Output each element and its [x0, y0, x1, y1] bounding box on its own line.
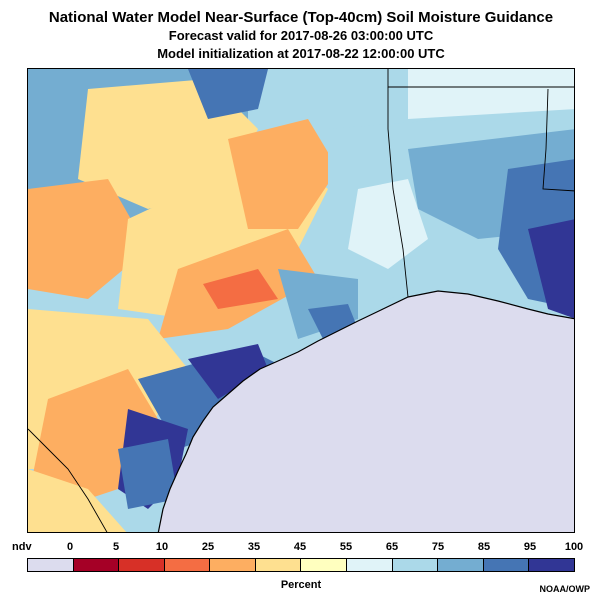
- legend-swatch: [392, 559, 439, 571]
- soil-moisture-map: [27, 68, 575, 533]
- legend-swatch: [483, 559, 530, 571]
- legend-swatch: [210, 559, 256, 571]
- legend-swatch: [529, 559, 574, 571]
- legend-tick-labels: 0 5 10 25 35 45 55 65 75 85 95 100: [0, 541, 602, 555]
- legend-color-bar: [27, 558, 575, 572]
- legend-swatch: [255, 559, 302, 571]
- legend-tick: 65: [385, 541, 399, 553]
- legend-ndv-label: ndv: [12, 541, 32, 553]
- legend-tick: 35: [247, 541, 261, 553]
- model-init-time: Model initialization at 2017-08-22 12:00…: [157, 46, 445, 61]
- legend-swatch: [119, 559, 165, 571]
- legend-swatch: [438, 559, 484, 571]
- forecast-valid-time: Forecast valid for 2017-08-26 03:00:00 U…: [168, 28, 434, 43]
- legend-tick: 25: [201, 541, 215, 553]
- legend-tick: 75: [431, 541, 445, 553]
- legend-tick: 10: [155, 541, 169, 553]
- border-us-mexico: [28, 428, 108, 532]
- legend-tick: 45: [293, 541, 307, 553]
- credit-label: NOAA/OWP: [539, 584, 591, 594]
- legend-tick: 0: [66, 541, 74, 553]
- map-title-block: National Water Model Near-Surface (Top-4…: [0, 8, 602, 63]
- legend-swatch: [347, 559, 393, 571]
- legend-units: Percent: [280, 579, 322, 591]
- state-border-la-ms: [542, 88, 574, 192]
- legend-tick: 5: [112, 541, 120, 553]
- legend-tick: 85: [477, 541, 491, 553]
- legend-swatch: [164, 559, 211, 571]
- legend-tick: 55: [339, 541, 353, 553]
- state-border-tx-la: [387, 87, 409, 298]
- coastline: [157, 290, 574, 532]
- legend-tick: 100: [564, 541, 584, 553]
- legend-swatch: [301, 559, 348, 571]
- map-canvas: [28, 69, 574, 532]
- map-title: National Water Model Near-Surface (Top-4…: [48, 9, 554, 26]
- legend-swatch: [28, 559, 74, 571]
- legend-tick: 95: [523, 541, 537, 553]
- legend-swatch: [73, 559, 120, 571]
